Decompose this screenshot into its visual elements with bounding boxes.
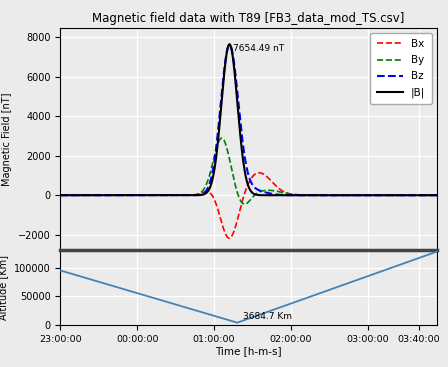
Line: Bx: Bx (22, 173, 448, 238)
Text: 7654.49 nT: 7654.49 nT (233, 44, 284, 53)
|B| (206, 188, 211, 192)
X-axis label: Time [h-m-s]: Time [h-m-s] (215, 346, 282, 356)
Legend: Bx, By, Bz, |B|: Bx, By, Bz, |B| (370, 33, 431, 105)
|B| (401, 193, 407, 197)
Bx (69, 193, 75, 197)
Bz (206, 183, 211, 188)
Bx (19, 193, 25, 197)
|B| (19, 193, 25, 197)
Bx (256, 171, 262, 175)
Text: 3684.7 Km: 3684.7 Km (243, 312, 292, 321)
Bz (187, 193, 193, 197)
Bx (227, 236, 232, 240)
Line: Bz: Bz (22, 45, 448, 195)
|B| (187, 193, 193, 197)
By (19, 193, 25, 197)
|B| (69, 193, 75, 197)
Line: By: By (22, 138, 448, 204)
Y-axis label: Altitude [Km]: Altitude [Km] (0, 255, 9, 320)
By (206, 175, 211, 179)
Bz (69, 193, 75, 197)
By (242, 202, 247, 206)
Bx (95, 193, 101, 197)
By (402, 193, 407, 197)
|B| (227, 42, 232, 46)
Bx (187, 193, 193, 197)
Bz (95, 193, 101, 197)
Title: Magnetic field data with T89 [FB3_data_mod_TS.csv]: Magnetic field data with T89 [FB3_data_m… (92, 12, 405, 25)
By (187, 193, 193, 197)
Y-axis label: Magnetic Field [nT]: Magnetic Field [nT] (2, 92, 13, 186)
By (95, 193, 101, 197)
Bz (401, 193, 407, 197)
By (69, 193, 75, 197)
Line: |B|: |B| (22, 44, 448, 195)
Bx (206, 190, 211, 195)
|B| (95, 193, 101, 197)
By (219, 136, 224, 140)
Bx (402, 193, 407, 197)
Bz (19, 193, 25, 197)
Bz (227, 43, 232, 47)
